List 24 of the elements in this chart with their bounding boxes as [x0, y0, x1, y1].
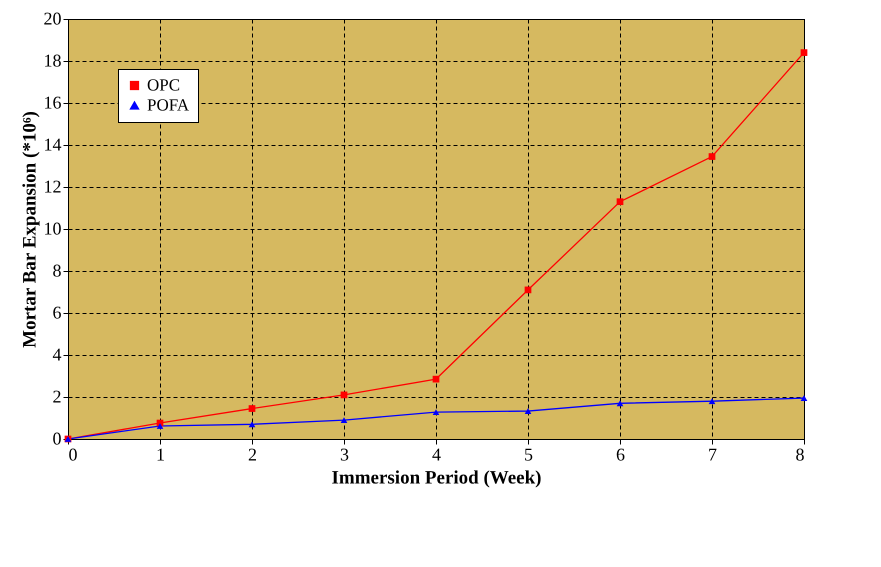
y-tick-label: 12 [44, 176, 62, 196]
x-tick-label: 3 [340, 444, 349, 464]
y-tick-label: 2 [52, 386, 62, 406]
y-tick-label: 0 [52, 428, 62, 448]
x-tick-label: 1 [156, 444, 165, 464]
x-tick-label: 8 [796, 444, 804, 464]
x-tick-label: 2 [248, 444, 257, 464]
y-tick-label: 8 [52, 260, 62, 280]
x-tick-label: 5 [524, 444, 533, 464]
y-tick-label: 4 [52, 344, 62, 364]
legend-label: POFA [147, 96, 190, 114]
y-tick-label: 20 [44, 8, 62, 28]
x-tick-label: 0 [68, 444, 78, 464]
y-tick-label: 10 [44, 218, 62, 238]
x-tick-label: 4 [432, 444, 441, 464]
y-tick-label: 6 [52, 302, 62, 322]
legend-label: OPC [147, 76, 180, 94]
y-tick-label: 14 [44, 134, 62, 154]
x-tick-label: 6 [616, 444, 625, 464]
x-axis-title: Immersion Period (Week) [331, 468, 542, 488]
y-axis-title: Mortar Bar Expansion (*10⁶) [20, 111, 40, 348]
x-tick-label: 7 [708, 444, 717, 464]
y-tick-label: 18 [44, 50, 62, 70]
y-tick-label: 16 [44, 92, 62, 112]
